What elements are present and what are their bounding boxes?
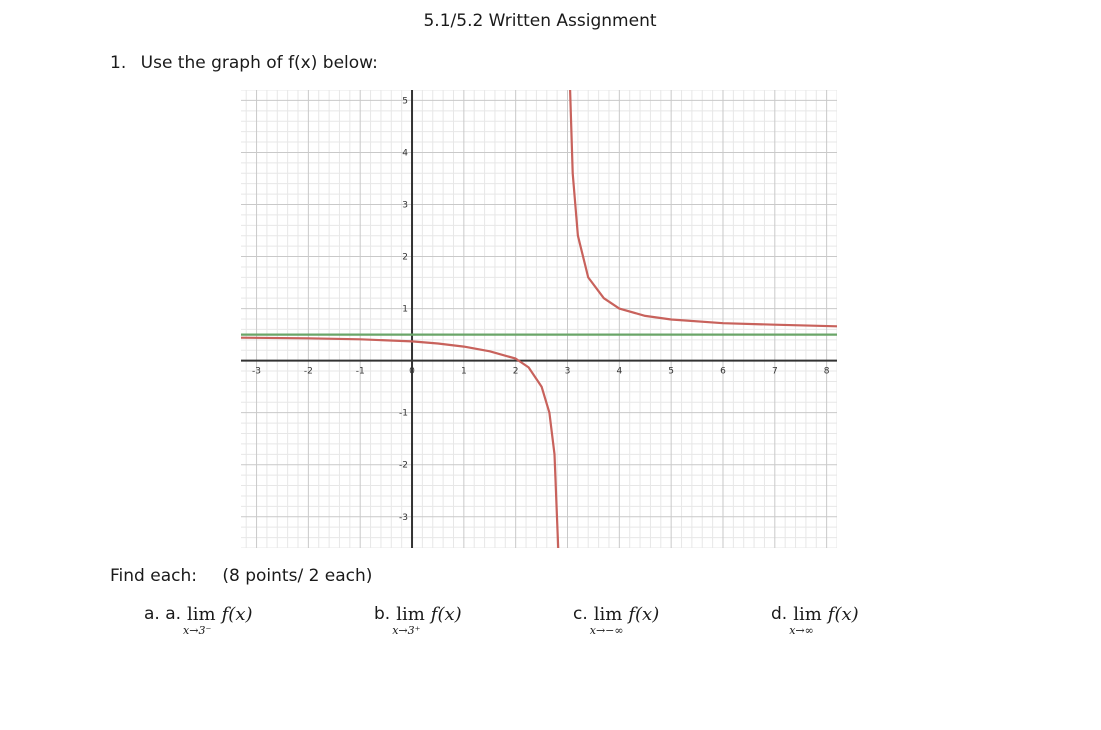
limit-subscript: x→∞	[789, 624, 814, 637]
page-title: 5.1/5.2 Written Assignment	[423, 11, 657, 31]
x-tick-label: 2	[513, 367, 519, 377]
problem-label: c.	[573, 604, 588, 624]
x-tick-label: 3	[565, 367, 571, 377]
x-tick-label: 1	[461, 367, 467, 377]
limit-subscript: x→−∞	[589, 624, 624, 637]
function-curve-left-branch	[241, 336, 560, 548]
x-tick-label: 8	[824, 367, 830, 377]
limit-problems: a. a. lim x→3⁻ f(x) b. lim x→3⁺ f(x) c. lim x→−∞…	[0, 604, 1101, 664]
y-tick-label: -3	[399, 513, 408, 523]
y-tick-label: 2	[402, 253, 408, 263]
limit-problem-a: a. a. lim x→3⁻ f(x)	[144, 604, 253, 637]
find-each-line: Find each: (8 points/ 2 each)	[110, 566, 372, 586]
x-tick-label: -1	[356, 367, 365, 377]
limit-function: f(x)	[827, 604, 859, 625]
y-tick-label: 5	[402, 96, 408, 106]
y-tick-label: 4	[402, 148, 408, 158]
problem-label: a. a.	[144, 604, 182, 624]
limit-function: f(x)	[430, 604, 462, 625]
limit-subscript: x→3⁻	[183, 624, 212, 637]
x-tick-label: 5	[668, 367, 674, 377]
limit-operator: lim x→−∞	[590, 604, 624, 637]
limit-operator: lim x→3⁺	[392, 604, 425, 637]
lim-word: lim	[793, 604, 822, 625]
find-label: Find each:	[110, 566, 197, 586]
limit-operator: lim x→3⁻	[183, 604, 216, 637]
x-tick-label: -3	[252, 367, 261, 377]
points-note: (8 points/ 2 each)	[222, 566, 373, 586]
limit-subscript: x→3⁺	[392, 624, 421, 637]
y-tick-label: -2	[399, 461, 408, 471]
x-tick-label: 7	[772, 367, 778, 377]
x-tick-label: 6	[720, 367, 726, 377]
limit-function: f(x)	[628, 604, 660, 625]
y-tick-label: -1	[399, 409, 408, 419]
lim-word: lim	[187, 604, 216, 625]
x-tick-label: -2	[304, 367, 313, 377]
function-curve-right-branch	[569, 90, 837, 328]
limit-operator: lim x→∞	[789, 604, 822, 637]
limit-function: f(x)	[221, 604, 253, 625]
lim-word: lim	[396, 604, 425, 625]
question-1: 1. Use the graph of f(x) below:	[110, 53, 378, 73]
question-prompt: Use the graph of f(x) below:	[140, 53, 378, 73]
x-tick-label: 4	[616, 367, 622, 377]
y-tick-label: 1	[402, 305, 408, 315]
lim-word: lim	[593, 604, 623, 625]
limit-problem-d: d. lim x→∞ f(x)	[771, 604, 859, 637]
problem-label: d.	[771, 604, 788, 624]
x-tick-label: 0	[409, 367, 415, 377]
y-tick-label: 3	[402, 201, 408, 211]
function-graph: -3 -2 -1 0 1 2 3 4 5 6 7 8 -3 -2 -1 1 2 3 4 5	[241, 90, 837, 548]
limit-problem-b: b. lim x→3⁺ f(x)	[374, 604, 462, 637]
problem-label: b.	[374, 604, 391, 624]
limit-problem-c: c. lim x→−∞ f(x)	[573, 604, 660, 637]
question-number: 1.	[110, 53, 127, 73]
